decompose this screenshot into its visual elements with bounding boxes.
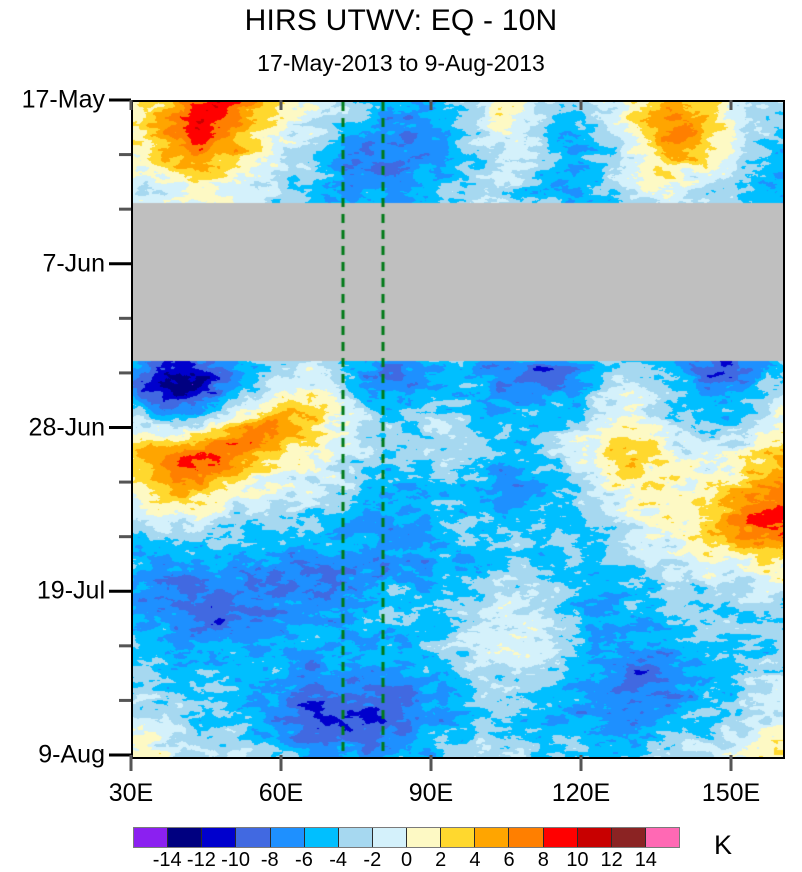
colorbar-swatch[interactable] [407, 828, 442, 847]
colorbar-tick-label: -2 [363, 849, 382, 871]
x-axis-tick-label: 30E [108, 779, 154, 807]
colorbar-tick-label: -8 [260, 849, 279, 871]
colorbar-tick-label: -10 [221, 849, 251, 871]
colorbar[interactable] [133, 827, 680, 848]
colorbar-tick-label: -4 [329, 849, 348, 871]
colorbar-swatch[interactable] [338, 828, 373, 847]
colorbar-tick-label: 4 [469, 849, 481, 871]
y-axis-tick-label: 7-Jun [42, 249, 105, 278]
colorbar-swatch[interactable] [543, 828, 578, 847]
plot-area [131, 100, 785, 759]
colorbar-tick-label: 8 [537, 849, 549, 871]
colorbar-tick-label: 6 [503, 849, 515, 871]
colorbar-swatch[interactable] [441, 828, 476, 847]
colorbar-swatch[interactable] [509, 828, 544, 847]
colorbar-swatch[interactable] [577, 828, 612, 847]
y-axis-tick-label: 28-Jun [28, 413, 105, 441]
figure-subtitle: 17-May-2013 to 9-Aug-2013 [257, 50, 545, 76]
y-axis-tick-label: 19-Jul [36, 576, 105, 605]
colorbar-tick-label: -14 [152, 849, 182, 871]
x-axis-tick-label: 90E [408, 779, 454, 807]
y-axis-tick-label: 17-May [21, 85, 105, 114]
colorbar-tick-label: 10 [566, 849, 589, 871]
x-axis-tick-label: 150E [701, 779, 761, 807]
colorbar-tick-label: 14 [634, 849, 657, 871]
colorbar-swatch[interactable] [168, 828, 203, 847]
colorbar-tick-label: 0 [400, 849, 413, 871]
page-title: HIRS UTWV: EQ - 10N [244, 4, 558, 37]
colorbar-swatch[interactable] [236, 828, 271, 847]
colorbar-tick-label: 12 [600, 849, 623, 871]
colorbar-swatch[interactable] [304, 828, 339, 847]
x-axis-tick-label: 120E [551, 779, 611, 807]
colorbar-tick-label: -6 [295, 849, 313, 871]
x-axis-tick-label: 60E [258, 779, 304, 807]
y-axis-tick-label: 9-Aug [38, 740, 105, 769]
colorbar-unit-label: K [714, 830, 733, 860]
colorbar-swatch[interactable] [645, 828, 679, 847]
contour-field [133, 102, 783, 757]
colorbar-swatch[interactable] [475, 828, 510, 847]
colorbar-tick-label: 2 [435, 849, 447, 871]
colorbar-swatch[interactable] [134, 828, 169, 847]
colorbar-swatch[interactable] [270, 828, 305, 847]
colorbar-swatch[interactable] [202, 828, 237, 847]
colorbar-tick-label: -12 [186, 849, 216, 871]
colorbar-swatch[interactable] [372, 828, 407, 847]
colorbar-swatch[interactable] [611, 828, 646, 847]
